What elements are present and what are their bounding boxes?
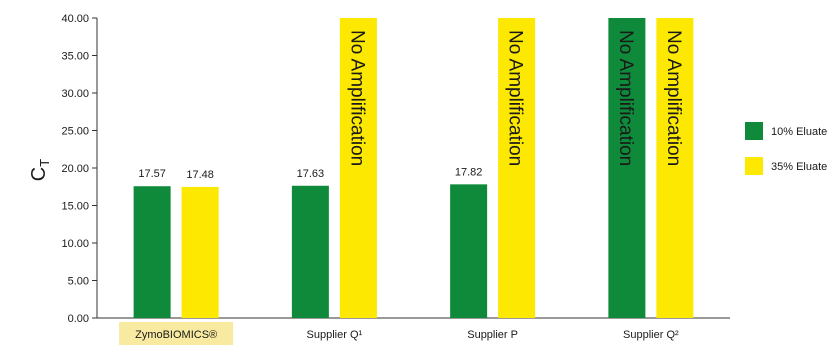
bar-no-amplification-label: No Amplification	[505, 30, 526, 166]
y-tick-label: 5.00	[68, 276, 89, 288]
y-tick-label: 30.00	[61, 88, 89, 100]
y-axis-ticks: 0.00 5.00 10.00 15.00 20.00 25.00 30.00 35.00 40…	[61, 13, 97, 325]
y-tick-label: 35.00	[61, 51, 89, 63]
bars: 17.57 17.48 17.63 No Amplification 17.82 No A…	[133, 18, 694, 318]
legend-swatch	[745, 157, 763, 175]
y-tick-label: 40.00	[61, 13, 89, 25]
y-tick-label: 20.00	[61, 163, 89, 175]
x-category-label: Supplier Q²	[623, 329, 679, 341]
y-tick-label: 0.00	[68, 313, 89, 325]
bar	[498, 18, 536, 318]
category-highlights	[119, 322, 234, 345]
category-labels: ZymoBIOMICS® Supplier Q¹ Supplier P Supplie…	[135, 329, 679, 341]
y-axis-title-text: CT	[28, 159, 52, 181]
bar	[450, 184, 488, 318]
bar	[608, 18, 646, 318]
y-axis-title-main: C	[28, 167, 50, 181]
legend-label: 10% Eluate	[771, 126, 827, 138]
bar-value-label: 17.48	[186, 169, 214, 181]
bar	[339, 18, 377, 318]
bar-no-amplification-label: No Amplification	[663, 30, 684, 166]
y-axis-title: CT	[28, 159, 52, 181]
y-tick-label: 25.00	[61, 126, 89, 138]
y-tick-label: 15.00	[61, 201, 89, 213]
x-category-label: ZymoBIOMICS®	[135, 329, 217, 341]
category-highlight	[119, 322, 234, 345]
bar-value-label: 17.57	[138, 168, 166, 180]
bar	[181, 186, 219, 318]
legend: 10% Eluate 35% Eluate	[745, 122, 827, 175]
bar	[291, 185, 329, 318]
legend-swatch	[745, 122, 763, 140]
y-axis-title-subscript: T	[37, 159, 52, 167]
bar-no-amplification-label: No Amplification	[615, 30, 636, 166]
bar-value-label: 17.82	[455, 166, 483, 178]
y-tick-label: 10.00	[61, 238, 89, 250]
bar	[656, 18, 694, 318]
legend-label: 35% Eluate	[771, 161, 827, 173]
bar-no-amplification-label: No Amplification	[346, 30, 367, 166]
bar	[133, 186, 171, 318]
bar-value-label: 17.63	[297, 168, 325, 180]
x-category-label: Supplier Q¹	[307, 329, 363, 341]
x-category-label: Supplier P	[467, 329, 518, 341]
